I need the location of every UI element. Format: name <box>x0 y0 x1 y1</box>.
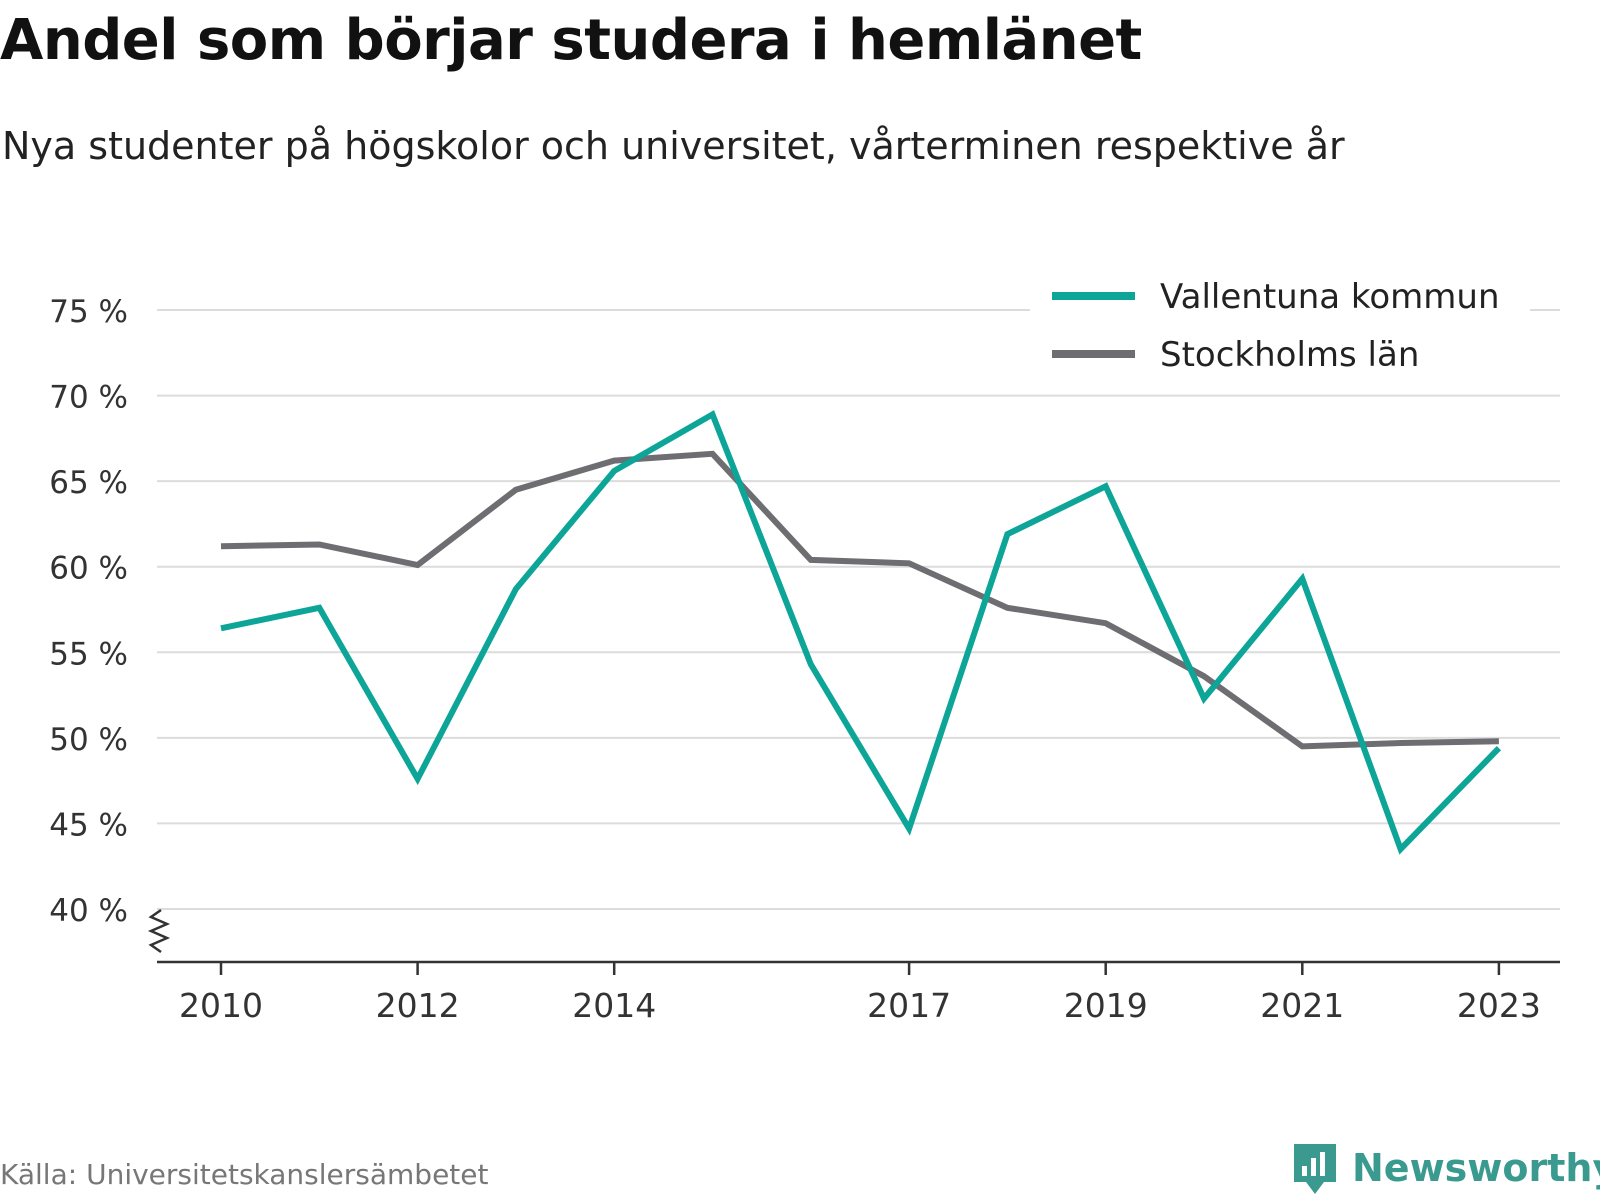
brand-name: Newsworthy <box>1352 1146 1600 1190</box>
x-tick-label: 2017 <box>867 986 951 1025</box>
x-axis <box>147 908 1560 975</box>
y-axis-tick-labels: 75 % 70 % 65 % 60 % 55 % 50 % 45 % 40 % <box>49 294 128 929</box>
x-tick-label: 2019 <box>1064 986 1148 1025</box>
line-chart: 75 %70 %65 %60 %55 %50 %45 %40 % 2010 201… <box>49 270 1560 1025</box>
chart-subtitle: Nya studenter på högskolor och universit… <box>2 124 1345 168</box>
source-note: Källa: Universitetskanslersämbetet <box>0 1158 489 1191</box>
y-tick-label: 60 % <box>49 551 128 587</box>
chart-title: Andel som börjar studera i hemlänet <box>0 8 1142 73</box>
x-tick-label: 2012 <box>376 986 460 1025</box>
x-tick-label: 2014 <box>572 986 656 1025</box>
newsworthy-logo[interactable]: Newsworthy <box>1290 1140 1600 1196</box>
x-tick-label: 2010 <box>179 986 263 1025</box>
legend-label: Stockholms län <box>1160 335 1419 375</box>
newsworthy-chart-logo-icon <box>1294 1144 1336 1194</box>
legend: Vallentuna kommun Stockholms län <box>1030 270 1530 380</box>
y-tick-label: 50 % <box>49 722 128 758</box>
y-tick-label: 40 % <box>49 893 128 929</box>
y-tick-label: 45 % <box>49 807 128 843</box>
x-tick-label: 2023 <box>1457 986 1541 1025</box>
y-axis-break-icon <box>147 908 171 954</box>
gridlines <box>157 309 1560 910</box>
y-tick-label: 55 % <box>49 636 128 672</box>
legend-label: Vallentuna kommun <box>1160 277 1500 317</box>
series-line-stockholms-län <box>220 450 1499 750</box>
series-line-vallentuna-kommun <box>220 410 1502 855</box>
y-tick-label: 70 % <box>49 380 128 416</box>
y-tick-label: 75 % <box>49 294 128 330</box>
legend-background <box>1030 270 1530 380</box>
series-lines <box>220 410 1502 855</box>
y-tick-label: 65 % <box>49 465 128 501</box>
x-axis-tick-labels: 2010 2012 2014 2017 2019 2021 2023 <box>179 986 1541 1025</box>
x-tick-label: 2021 <box>1260 986 1344 1025</box>
